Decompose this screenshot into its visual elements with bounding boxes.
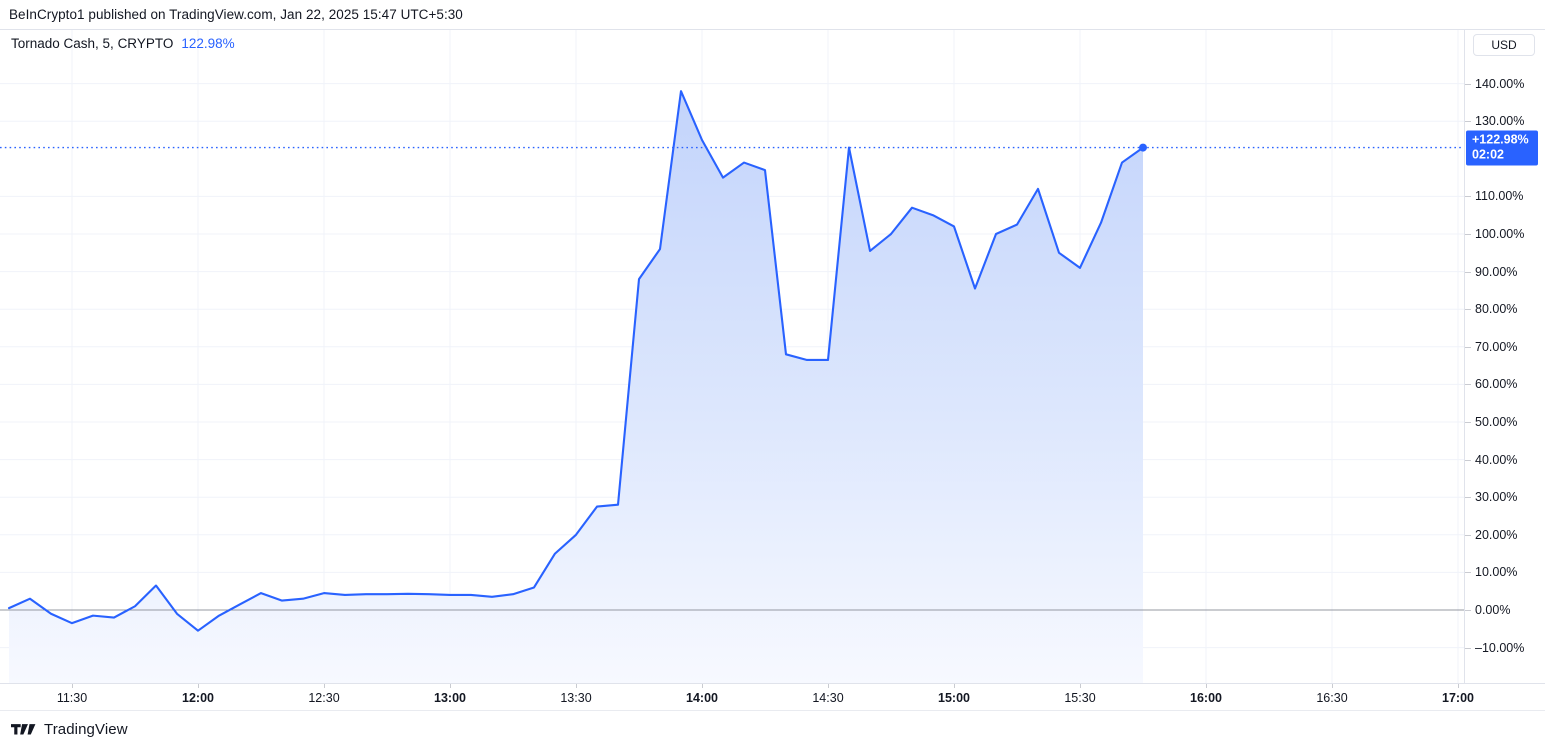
legend-change-value: 122.98% [181, 36, 235, 51]
last-price-marker [1139, 143, 1147, 152]
price-axis-label: 140.00% [1475, 76, 1525, 91]
price-axis[interactable]: USD 140.00% 130.00% 110.00% 100.00% 90.00% 80… [1464, 30, 1545, 683]
price-axis-tick [1465, 83, 1471, 85]
price-axis-tick [1465, 384, 1471, 386]
attribution-bar: BeInCrypto1 published on TradingView.com… [0, 0, 1545, 30]
price-axis-tick [1465, 422, 1471, 423]
price-axis-label: 10.00% [1475, 565, 1518, 580]
tradingview-logo-icon [11, 722, 37, 737]
currency-selector[interactable]: USD [1473, 34, 1535, 56]
price-axis-label: 40.00% [1475, 452, 1518, 467]
price-axis-label: 130.00% [1475, 114, 1525, 129]
price-axis-label: 100.00% [1475, 227, 1525, 241]
price-axis-tick [1465, 572, 1471, 574]
price-axis-label: 80.00% [1475, 302, 1518, 317]
time-axis-label: 14:30 [812, 691, 844, 705]
legend-symbol-label: Tornado Cash, 5, CRYPTO [11, 36, 174, 51]
time-axis-tick [450, 684, 451, 688]
price-axis-tick [1465, 271, 1471, 273]
time-axis-label: 13:30 [560, 691, 592, 705]
time-axis-tick [828, 684, 829, 688]
time-axis-tick [954, 684, 955, 688]
time-axis-label: 11:30 [56, 691, 88, 705]
price-axis-tick [1465, 459, 1471, 461]
price-axis-tick [1465, 196, 1471, 198]
time-axis[interactable]: 11:30 12:00 12:30 13:00 13:30 14:00 14:30 15:00… [0, 683, 1545, 710]
price-axis-label: 110.00% [1475, 189, 1524, 204]
price-axis-label: 90.00% [1475, 264, 1518, 279]
time-axis-tick [1332, 684, 1333, 688]
time-axis-label: 17:00 [1442, 691, 1474, 705]
time-axis-tick [702, 684, 703, 688]
chart-plot-area[interactable] [0, 30, 1464, 683]
time-axis-tick [1206, 684, 1207, 688]
series-area-fill [9, 91, 1143, 683]
time-axis-label: 14:00 [686, 691, 718, 705]
price-axis-label: 0.00% [1475, 603, 1511, 617]
time-axis-label: 12:30 [308, 691, 340, 705]
last-price-badge: +122.98% 02:02 [1466, 130, 1538, 166]
price-axis-tick [1465, 610, 1471, 611]
price-axis-label: –10.00% [1475, 640, 1525, 655]
time-axis-label: 13:00 [434, 691, 466, 705]
price-axis-label: 30.00% [1475, 490, 1518, 505]
time-axis-tick [576, 684, 577, 688]
time-axis-tick [72, 684, 73, 688]
tradingview-logo-text: TradingView [44, 720, 128, 738]
time-axis-label: 16:30 [1316, 691, 1348, 705]
footer-bar: TradingView [0, 710, 1545, 747]
price-area-chart [0, 30, 1464, 683]
price-axis-tick [1465, 309, 1471, 311]
price-axis-tick [1465, 534, 1471, 536]
price-axis-tick [1465, 121, 1471, 123]
attribution-text: BeInCrypto1 published on TradingView.com… [9, 7, 463, 22]
time-axis-tick [1080, 684, 1081, 688]
time-axis-label: 15:30 [1064, 691, 1096, 705]
last-price-badge-time: 02:02 [1472, 147, 1504, 162]
time-axis-label: 12:00 [182, 691, 214, 705]
price-axis-label: 50.00% [1475, 415, 1518, 429]
series-line [7, 90, 1145, 632]
price-axis-tick [1465, 346, 1471, 348]
time-axis-tick [324, 684, 325, 688]
last-price-badge-value: +122.98% [1472, 132, 1529, 147]
price-axis-tick [1465, 647, 1471, 649]
price-axis-tick [1465, 497, 1471, 499]
time-axis-tick [198, 684, 199, 688]
time-axis-tick [1458, 684, 1459, 688]
time-axis-label: 16:00 [1190, 691, 1222, 705]
chart-frame: Tornado Cash, 5, CRYPTO 122.98% USD 140.… [0, 30, 1545, 710]
time-axis-label: 15:00 [938, 691, 970, 705]
price-axis-label: 60.00% [1475, 377, 1518, 392]
price-axis-label: 70.00% [1475, 339, 1518, 354]
price-axis-label: 20.00% [1475, 527, 1518, 542]
price-axis-tick [1465, 234, 1471, 235]
chart-legend[interactable]: Tornado Cash, 5, CRYPTO 122.98% [11, 36, 235, 51]
